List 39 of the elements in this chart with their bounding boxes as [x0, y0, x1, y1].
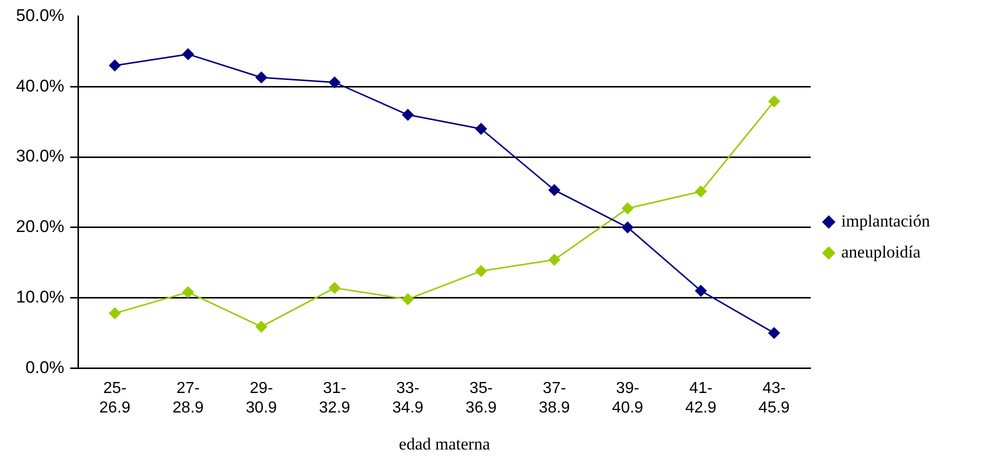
point [402, 109, 414, 121]
y-tick-label: 50.0% [16, 6, 64, 25]
x-axis-title: edad materna [398, 434, 490, 454]
point [182, 286, 194, 298]
x-tick-label: 29-30.9 [246, 380, 278, 416]
point [622, 202, 634, 214]
x-tick-label: 27-28.9 [172, 380, 204, 416]
x-tick-label: 37-38.9 [538, 380, 570, 416]
point [402, 293, 414, 305]
point [475, 265, 487, 277]
point [768, 96, 780, 108]
point [182, 48, 194, 60]
point [109, 308, 121, 320]
legend-label: aneuploidía [841, 242, 922, 262]
x-tick-label: 31-32.9 [319, 380, 350, 416]
x-tick-label: 39-40.9 [612, 380, 644, 416]
point [256, 72, 268, 84]
point [475, 123, 487, 135]
x-tick-label: 25-26.9 [99, 380, 130, 416]
legend-label: implantación [841, 211, 930, 230]
x-tick-label: 41-42.9 [685, 380, 717, 416]
point [548, 254, 560, 266]
x-tick-label: 35-36.9 [466, 380, 497, 416]
point [695, 186, 707, 198]
y-tick-label: 20.0% [16, 217, 64, 236]
point [622, 222, 634, 234]
point [548, 184, 560, 196]
y-tick-label: 40.0% [16, 76, 64, 96]
point [328, 76, 340, 88]
point [695, 285, 707, 297]
y-tick-label: 0.0% [25, 358, 64, 377]
y-tick-label: 10.0% [16, 287, 64, 306]
x-tick-label: 43-45.9 [758, 380, 790, 416]
point [768, 327, 780, 339]
point [256, 320, 268, 332]
point [109, 60, 121, 72]
point [328, 282, 340, 294]
y-tick-label: 30.0% [16, 146, 64, 166]
x-tick-label: 33-34.9 [392, 380, 424, 416]
